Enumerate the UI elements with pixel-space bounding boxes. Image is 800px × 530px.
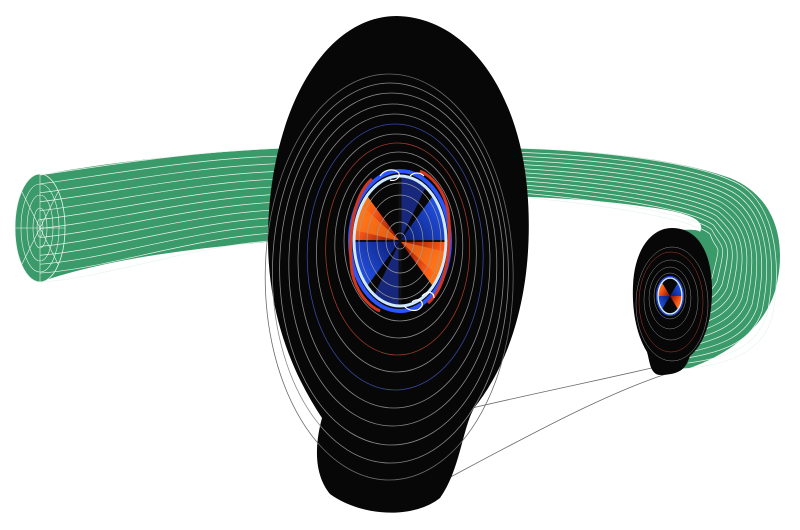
torus-mesh-line	[39, 155, 291, 185]
toroidal-plasma-volume	[14, 147, 781, 370]
flux-surface	[315, 133, 477, 373]
torus-left-segment	[40, 148, 290, 282]
poloidal-cross-section	[632, 228, 712, 376]
flux-surface	[271, 82, 509, 464]
torus-mesh-line	[509, 155, 767, 359]
large-flux-surfaces	[264, 73, 514, 481]
resonant-surface-red-arc-left	[349, 177, 381, 313]
connector-line-upper	[471, 365, 661, 409]
torus-mesh-line	[39, 231, 291, 274]
torus-mesh-line	[509, 175, 743, 334]
flux-surface	[306, 123, 484, 391]
torus-mesh-line	[509, 171, 748, 339]
torus-mesh-line	[39, 147, 291, 176]
torus-mesh-line	[39, 162, 291, 194]
zoom-connector-lines	[444, 365, 667, 481]
torus-end-cap-mesh	[15, 174, 65, 282]
torus-mesh-line	[509, 151, 772, 364]
torus-mesh-line	[39, 193, 291, 229]
torus-mesh-line	[39, 239, 291, 283]
torus-mesh-line	[509, 159, 762, 354]
flux-surface	[325, 142, 471, 356]
connector-line-lower	[444, 373, 667, 481]
poloidal-cross-section-zoomed	[264, 16, 529, 513]
flux-surface	[297, 113, 491, 409]
torus-mesh-line	[509, 179, 738, 329]
flux-surface	[288, 103, 498, 427]
flux-surface	[343, 160, 457, 322]
torus-mesh-line	[39, 216, 291, 256]
torus-mesh-left	[39, 147, 291, 283]
large-mode-structure	[354, 176, 446, 306]
torus-mesh-line	[39, 208, 291, 247]
flux-surface	[279, 92, 505, 446]
flux-surface	[334, 151, 464, 339]
resonant-surface-red-arc-right	[419, 169, 451, 305]
torus-mesh-line	[39, 201, 291, 238]
torus-mesh-line	[39, 224, 291, 265]
flux-surface	[264, 73, 514, 481]
torus-mesh-line	[39, 178, 291, 212]
resonant-surface-light	[352, 174, 448, 308]
torus-mesh-line	[509, 163, 758, 349]
torus-mesh-line	[39, 170, 291, 203]
torus-mesh-line	[39, 185, 291, 220]
torus-mesh-line	[509, 167, 753, 344]
torus-mesh-line	[509, 147, 777, 369]
small-flux-surfaces	[635, 246, 709, 362]
